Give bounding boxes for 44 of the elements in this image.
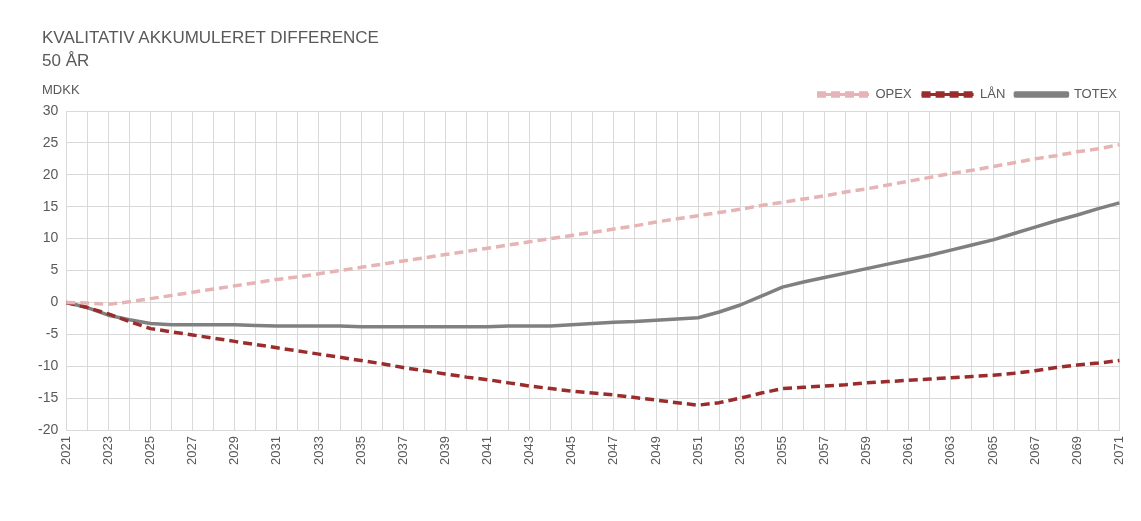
x-tick-label: 2063 [942,436,958,465]
x-tick-label: 2043 [521,436,537,465]
legend-label: LÅN [980,86,1006,102]
x-tick-label: 2031 [268,436,284,465]
x-tick-label: 2051 [689,436,705,465]
x-tick-label: 2049 [647,436,663,465]
x-tick-label: 2033 [310,436,326,465]
x-tick-label: 2041 [479,436,495,465]
y-tick-label: -5 [45,325,59,342]
chart-subtitle: 50 ÅR [42,51,90,71]
y-tick-label: 10 [42,229,59,246]
x-tick-label: 2059 [858,436,874,465]
x-tick-label: 2053 [731,436,747,465]
y-tick-label: 30 [42,101,59,118]
x-tick-label: 2055 [773,436,789,465]
y-tick-label: -10 [38,357,59,374]
y-tick-label: -15 [38,389,59,406]
x-tick-label: 2023 [99,436,115,465]
y-tick-label: 5 [50,261,59,278]
y-axis-title: MDKK [42,82,80,97]
x-tick-label: 2067 [1026,436,1042,465]
legend-label: OPEX [875,86,912,102]
y-tick-label: 15 [42,197,59,214]
line-series [64,143,1122,307]
x-tick-label: 2045 [563,436,579,465]
y-tick-label: 25 [42,133,59,150]
x-tick-label: 2047 [605,436,621,465]
y-tick-label: 0 [50,293,59,310]
legend-label: TOTEX [1073,86,1118,102]
x-tick-label: 2057 [816,436,832,465]
y-tick-label: -20 [38,420,59,437]
x-tick-label: 2029 [226,436,242,465]
x-tick-label: 2035 [352,436,368,465]
chart-title: KVALITATIV AKKUMULERET DIFFERENCE [42,28,379,48]
x-tick-label: 2037 [394,436,410,465]
x-tick-label: 2065 [984,436,1000,465]
x-tick-label: 2025 [142,436,158,465]
x-tick-label: 2039 [436,436,452,465]
x-tick-label: 2061 [900,436,916,465]
x-tick-label: 2069 [1068,436,1084,465]
x-tick-label: 2021 [57,436,73,465]
x-tick-label: 2027 [184,436,200,465]
y-tick-label: 20 [42,165,59,182]
x-tick-label: 2071 [1110,436,1126,465]
